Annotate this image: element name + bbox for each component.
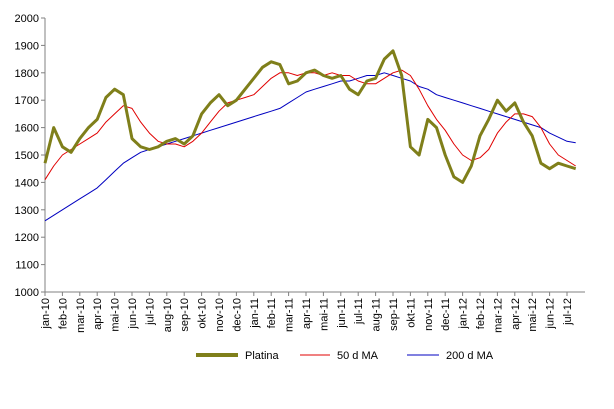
x-tick-label: mar-10: [75, 298, 87, 333]
y-tick-label: 1300: [15, 205, 39, 217]
series-line: [44, 72, 576, 222]
x-tick-label: apr-10: [92, 298, 104, 330]
y-tick-label: 1600: [15, 123, 39, 135]
legend: Platina 50 d MA 200 d MA: [196, 350, 494, 362]
x-tick-label: jul-11: [353, 298, 365, 325]
x-tick-label: mai-10: [110, 298, 122, 332]
x-tick-label: jul-12: [562, 298, 574, 326]
x-tick-label: feb-11: [266, 298, 278, 328]
x-tick-label: mai-12: [527, 298, 539, 332]
y-tick-label: 1900: [15, 40, 39, 52]
x-tick-label: apr-12: [510, 298, 522, 330]
x-tick-label: okt-10: [197, 298, 209, 329]
x-tick-label: mar-11: [284, 298, 296, 332]
x-tick-label: aug-10: [162, 298, 174, 332]
x-tick-label: okt-11: [405, 298, 417, 328]
x-tick-label: jun-11: [336, 298, 348, 329]
x-tick-label: apr-11: [301, 298, 313, 329]
x-tick-label: jun-12: [545, 298, 557, 330]
x-tick-label: nov-10: [214, 298, 226, 332]
x-tick-label: feb-12: [475, 298, 487, 329]
legend-label: 50 d MA: [337, 350, 379, 362]
series-line: [43, 49, 577, 184]
x-tick-label: jan-10: [40, 298, 52, 330]
y-tick-label: 1100: [15, 260, 39, 272]
x-tick-label: aug-11: [371, 298, 383, 331]
x-tick-label: sep-10: [179, 298, 191, 332]
legend-label: 200 d MA: [446, 350, 494, 362]
x-tick-label: jul-10: [144, 298, 156, 326]
x-tick-label: dec-11: [440, 298, 452, 331]
x-tick-label: feb-10: [57, 298, 69, 329]
y-tick-label: 1400: [15, 177, 39, 189]
x-tick-label: dec-10: [231, 298, 243, 332]
x-tick-label: sep-11: [388, 298, 400, 331]
y-tick-label: 1700: [15, 95, 39, 107]
x-tick-label: mar-12: [492, 298, 504, 333]
series-line: [44, 69, 576, 180]
x-tick-label: jun-10: [127, 298, 139, 330]
x-tick-label: jan-11: [249, 298, 261, 329]
y-tick-label: 1800: [15, 68, 39, 80]
x-tick-label: mai-11: [318, 298, 330, 331]
y-tick-label: 1200: [15, 232, 39, 244]
y-tick-label: 1000: [15, 287, 39, 299]
y-tick-label: 2000: [15, 13, 39, 25]
x-tick-label: jan-12: [458, 298, 470, 330]
legend-label: Platina: [245, 350, 280, 362]
y-tick-label: 1500: [15, 150, 39, 162]
x-tick-label: nov-11: [423, 298, 435, 331]
